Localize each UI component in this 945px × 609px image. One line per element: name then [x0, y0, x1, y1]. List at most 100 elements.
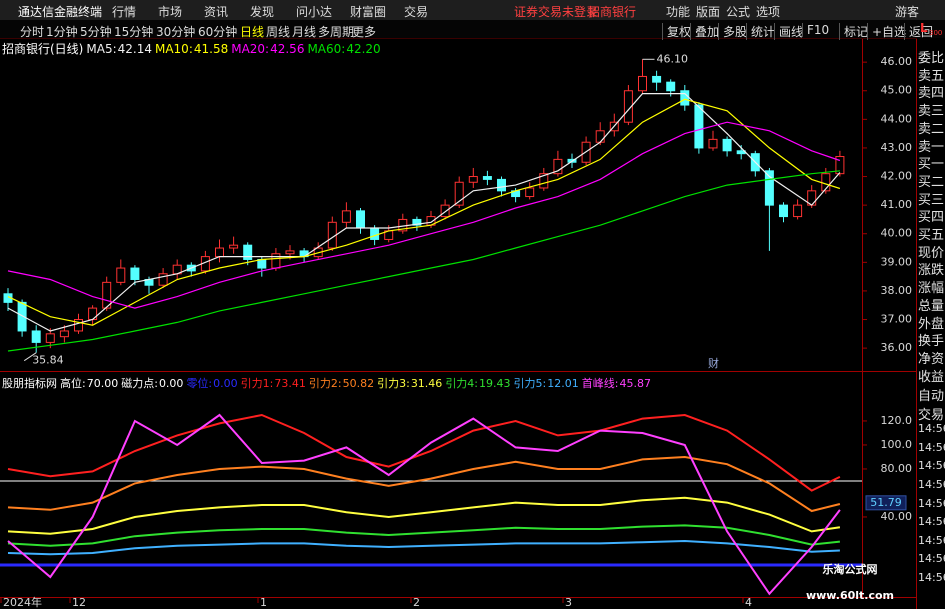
- quote-item: 买五: [918, 228, 945, 243]
- period-tab[interactable]: 60分钟: [198, 25, 238, 39]
- quote-item: 卖三: [918, 104, 945, 120]
- y-tick-label: 41.00: [881, 198, 913, 211]
- y-tick-label: 120.0: [881, 414, 913, 427]
- candle-body: [779, 204, 788, 218]
- candle-body: [835, 156, 845, 175]
- series-line: [7, 496, 841, 535]
- menu-item[interactable]: 发现: [250, 5, 275, 19]
- menu-item[interactable]: 问小达: [296, 5, 333, 19]
- y-tick-label: 45.00: [881, 84, 913, 97]
- legend-value: 12.01: [547, 377, 579, 390]
- annotation-line: [23, 352, 37, 362]
- tool-button[interactable]: +自选: [867, 23, 910, 40]
- period-tab[interactable]: 1分钟: [46, 25, 78, 39]
- menu-item[interactable]: 功能: [666, 5, 691, 19]
- quote-item: 卖二: [918, 121, 945, 137]
- candle-body: [623, 90, 633, 123]
- period-tab[interactable]: 多周期: [318, 25, 355, 39]
- tool-button[interactable]: 叠加: [690, 23, 723, 40]
- period-tab[interactable]: 30分钟: [156, 25, 196, 39]
- legend-name: MA60:: [307, 42, 346, 56]
- menu-item[interactable]: 交易: [404, 5, 429, 19]
- quote-item: 卖四: [918, 86, 945, 102]
- menu-item[interactable]: 行情: [112, 5, 137, 19]
- candle-body: [722, 138, 732, 152]
- quote-item: 净资: [918, 351, 945, 367]
- candle-body: [482, 176, 492, 180]
- login-status[interactable]: 招商银行: [588, 5, 637, 19]
- menu-item[interactable]: 版面: [696, 5, 721, 19]
- tool-button[interactable]: 多股: [718, 23, 751, 40]
- period-tab[interactable]: 更多: [352, 25, 377, 39]
- tool-button[interactable]: 复权: [662, 23, 695, 40]
- legend-value: 41.58: [193, 42, 229, 56]
- candle-body: [45, 333, 55, 343]
- toolbar: 分时 1分钟 5分钟 15分钟 30分钟 60分钟 日线 周线 月线 多周期 更多 复权 叠加 多股 统计画…: [0, 20, 945, 40]
- legend-value: 0.00: [213, 377, 238, 390]
- period-tab[interactable]: 分时: [20, 25, 45, 39]
- tool-button[interactable]: 统计: [746, 23, 779, 40]
- period-tab[interactable]: 5分钟: [80, 25, 112, 39]
- menu-item[interactable]: 公式: [726, 5, 751, 19]
- period-tab[interactable]: 15分钟: [114, 25, 154, 39]
- series-line: [7, 539, 840, 556]
- trade-item: 14:56: [918, 478, 945, 491]
- trade-item: 14:56: [918, 459, 945, 473]
- series-line: [7, 413, 841, 492]
- trade-item: 14:56: [918, 533, 945, 547]
- legend-value: 73.41: [274, 377, 306, 390]
- quote-item: 买二: [918, 174, 945, 190]
- legend-name: MA5:: [86, 42, 117, 56]
- legend-name: 引力3:: [377, 377, 410, 390]
- login-status[interactable]: 证券交易未登录: [514, 5, 599, 19]
- menu-bar: 通达信金融终端 行情 市场 资讯 发现 问小达 财富圈 交易 证券交易未登录 招商银行 功能 版面 公式…: [0, 0, 945, 20]
- tool-button[interactable]: 标记: [839, 23, 872, 40]
- legend-name: 引力1:: [240, 377, 274, 390]
- tool-button[interactable]: 返回: [904, 23, 937, 40]
- period-tab[interactable]: 周线: [266, 25, 291, 39]
- legend-name: 引力2:: [308, 377, 342, 390]
- candle-body: [468, 176, 478, 183]
- quote-item: 换手: [918, 334, 945, 350]
- price-legend: 招商银行(日线)MA5:MA5:42.14MA10:41.58MA20:42.5…: [2, 40, 384, 57]
- user[interactable]: 游客: [895, 5, 920, 19]
- trade-item: 14:56: [918, 515, 945, 529]
- candle-body: [694, 104, 704, 149]
- candle-body: [356, 210, 365, 229]
- quote-item: 卖一: [918, 139, 945, 155]
- candle-body: [497, 178, 506, 192]
- y-tick-label: 37.00: [881, 313, 913, 326]
- candle-body: [229, 244, 239, 249]
- candle-body: [158, 273, 168, 286]
- legend-value: 19.43: [479, 377, 511, 390]
- legend-value: 70.00: [86, 377, 119, 390]
- candle-body: [370, 227, 380, 240]
- menu-item[interactable]: 财富圈: [350, 5, 387, 19]
- candle-body: [680, 90, 690, 106]
- candle-body: [31, 330, 41, 343]
- series-line: [7, 455, 841, 513]
- y-tick-label: 44.00: [881, 112, 913, 125]
- menu-item[interactable]: 市场: [158, 5, 183, 19]
- legend-name: 高位:: [60, 377, 86, 390]
- quote-item: 涨跌: [918, 263, 945, 279]
- tool-button[interactable]: 画线: [774, 23, 807, 40]
- legend-value: 42.14: [117, 42, 152, 56]
- legend-name: MA10:: [154, 42, 193, 56]
- tool-button[interactable]: F10: [802, 23, 833, 37]
- period-tab[interactable]: 日线: [240, 25, 265, 39]
- menu-item[interactable]: 资讯: [204, 5, 229, 19]
- trade-item: 交易: [918, 407, 945, 423]
- quote-item: 现价: [918, 245, 945, 261]
- candle-body: [764, 170, 774, 206]
- menu-item[interactable]: 选项: [756, 5, 781, 19]
- candle-body: [638, 75, 647, 92]
- candle-body: [553, 158, 563, 175]
- candle-body: [652, 75, 662, 83]
- annotation: 35.84: [32, 354, 64, 367]
- period-tab[interactable]: 月线: [292, 25, 317, 39]
- candle-body: [793, 204, 803, 218]
- x-tick-label: 12: [72, 596, 86, 609]
